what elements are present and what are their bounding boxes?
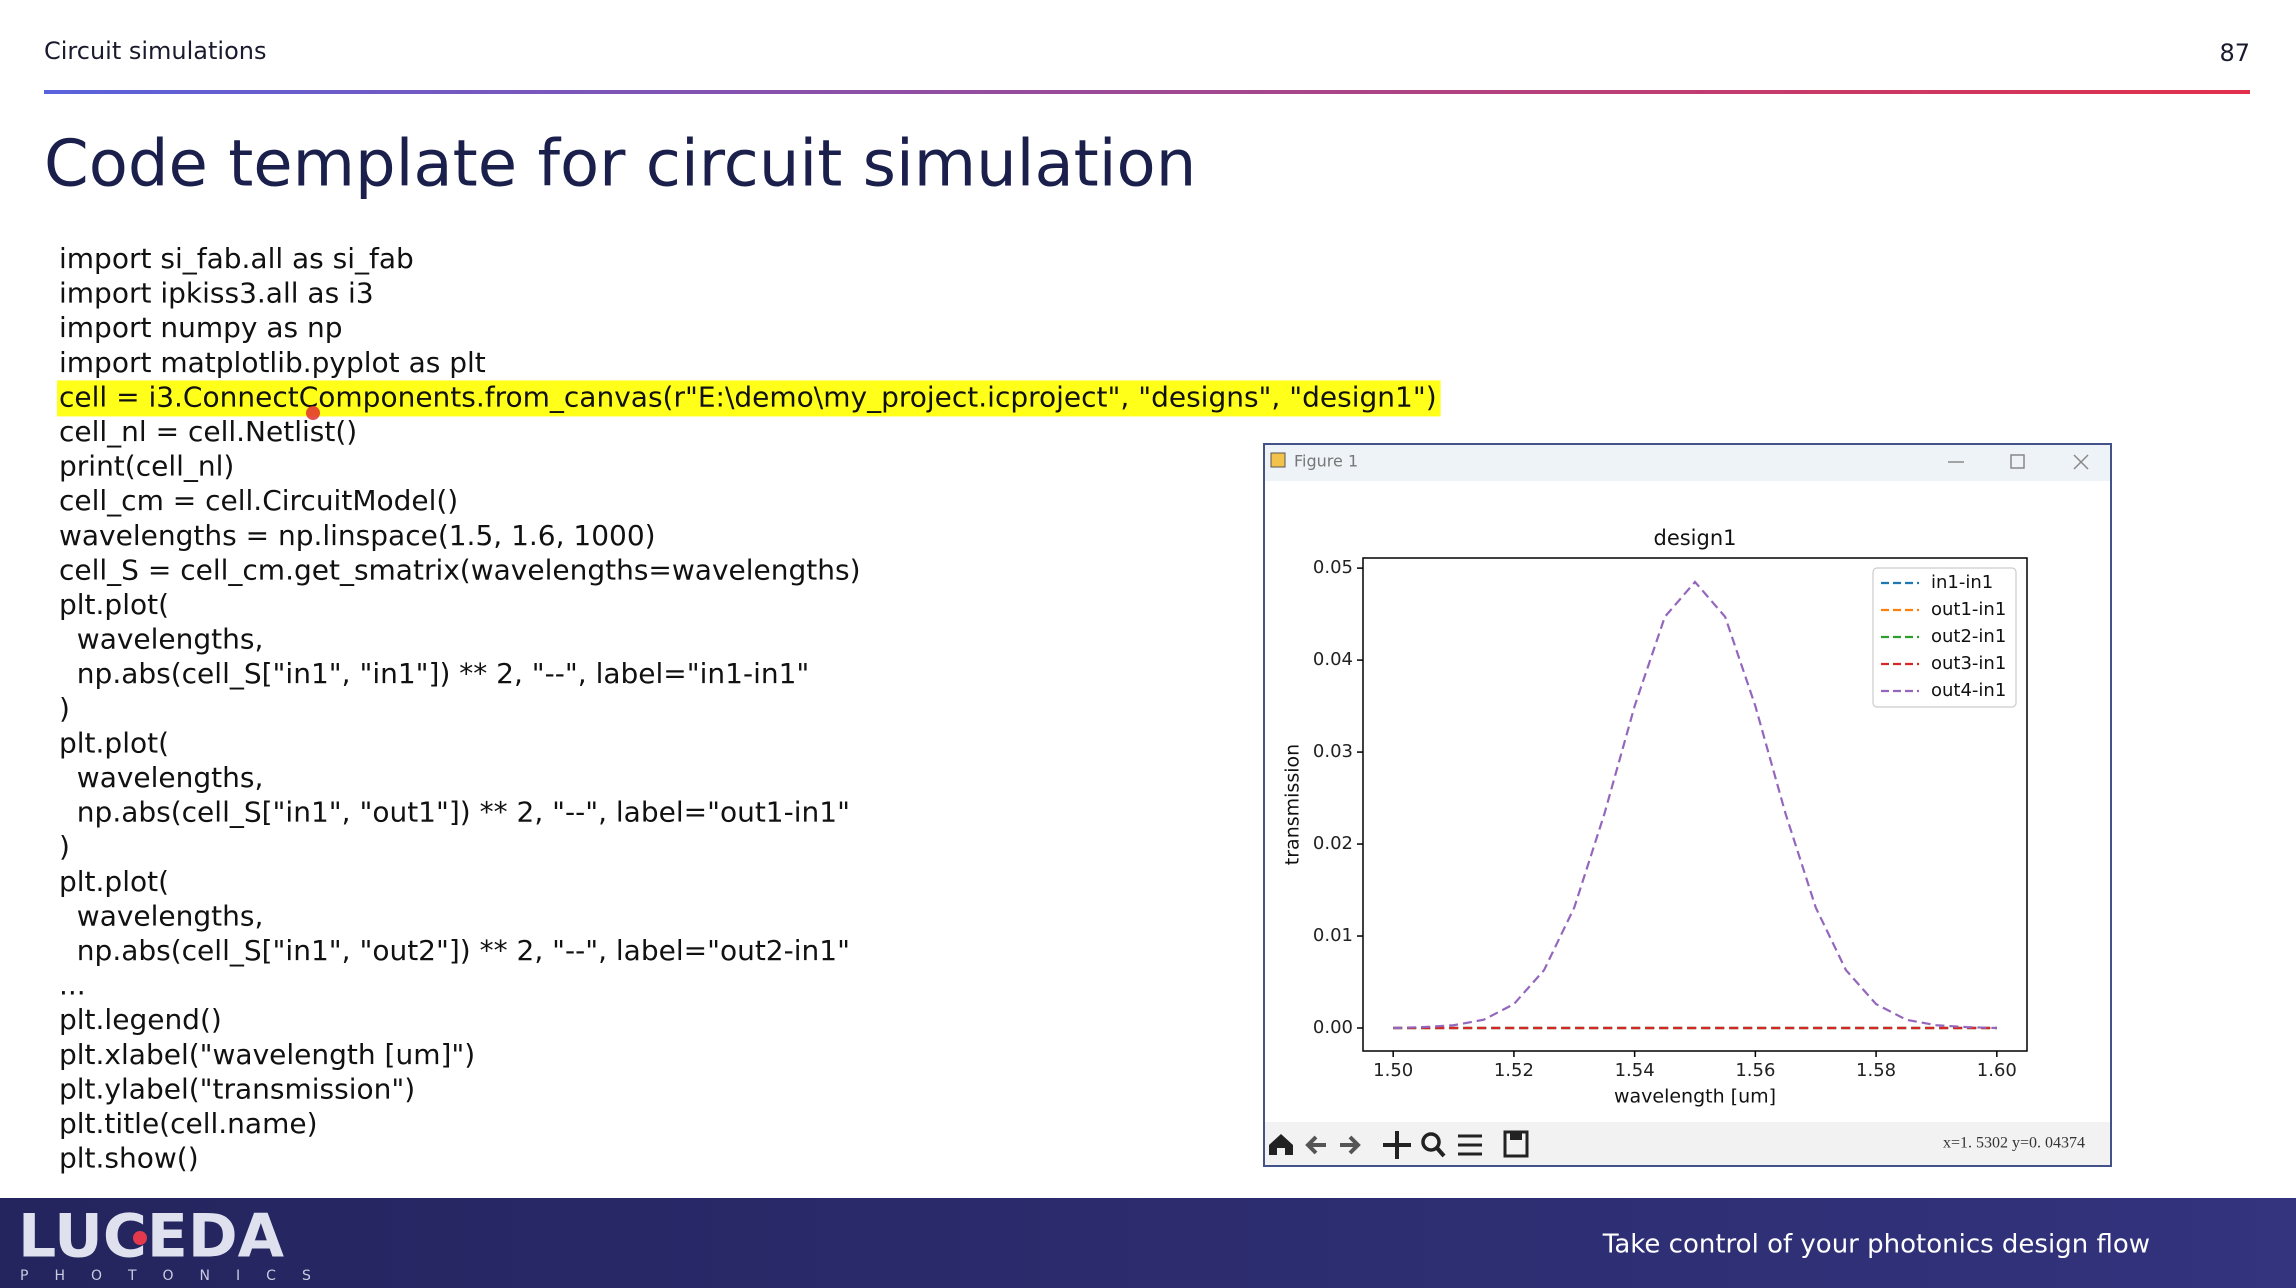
- window-title: Figure 1: [1294, 452, 1358, 471]
- legend-label: out4-in1: [1931, 680, 2006, 701]
- logo: LUCEDA: [18, 1202, 285, 1272]
- y-tick-label: 0.05: [1313, 557, 1353, 578]
- home-button[interactable]: [1269, 1134, 1293, 1155]
- highlight: [57, 380, 1441, 417]
- x-axis-label: wavelength [um]: [1614, 1086, 1776, 1108]
- code-line: cell_cm = cell.CircuitModel(): [59, 484, 458, 517]
- x-tick-label: 1.54: [1615, 1060, 1655, 1081]
- x-tick-label: 1.52: [1494, 1060, 1534, 1081]
- legend-label: out1-in1: [1931, 599, 2006, 620]
- x-tick-label: 1.50: [1373, 1060, 1413, 1081]
- code-line: plt.legend(): [59, 1003, 222, 1036]
- tagline: Take control of your photonics design fl…: [1602, 1230, 2150, 1260]
- configure-button[interactable]: [1458, 1134, 1482, 1156]
- section-title: Circuit simulations: [44, 37, 267, 65]
- code-line: plt.plot(: [59, 865, 169, 898]
- code-line: plt.plot(: [59, 588, 169, 621]
- code-line: import numpy as np: [59, 311, 343, 344]
- y-axis-label: transmission: [1282, 744, 1304, 865]
- code-line: cell = i3.ConnectComponents.from_canvas(…: [59, 380, 1437, 413]
- chart-title: design1: [1653, 526, 1736, 550]
- code-line: plt.plot(: [59, 726, 169, 759]
- page-number: 87: [2219, 39, 2250, 67]
- y-tick-label: 0.02: [1313, 833, 1353, 854]
- title-bar: [1265, 445, 2110, 481]
- save-button[interactable]: [1503, 1130, 1529, 1158]
- legend-label: in1-in1: [1931, 572, 1993, 593]
- code-line: import matplotlib.pyplot as plt: [59, 346, 486, 379]
- figure-window: Figure 1 x=1. 5302 y=0. 04374 design1 wav…: [1263, 443, 2112, 1167]
- x-tick-label: 1.56: [1735, 1060, 1775, 1081]
- series-line: [1393, 580, 1997, 1030]
- legend-label: out3-in1: [1931, 653, 2006, 674]
- y-tick-label: 0.01: [1313, 925, 1353, 946]
- code-line: ): [59, 692, 70, 725]
- code-line: plt.title(cell.name): [59, 1107, 318, 1140]
- code-line: plt.ylabel("transmission"): [59, 1072, 415, 1105]
- maximize-button[interactable]: [2010, 454, 2025, 469]
- x-tick-label: 1.60: [1977, 1060, 2017, 1081]
- legend-box: [1872, 567, 2017, 708]
- forward-button[interactable]: [1340, 1135, 1361, 1155]
- status-text: x=1. 5302 y=0. 04374: [1943, 1135, 2085, 1152]
- app-icon: [1270, 452, 1286, 468]
- code-line: np.abs(cell_S["in1", "out1"]) ** 2, "--"…: [59, 796, 850, 829]
- code-line: cell_nl = cell.Netlist(): [59, 415, 357, 448]
- code-line: wavelengths = np.linspace(1.5, 1.6, 1000…: [59, 519, 656, 552]
- logo-dot: [133, 1231, 147, 1245]
- code-line: cell_S = cell_cm.get_smatrix(wavelengths…: [59, 553, 861, 586]
- code-line: import si_fab.all as si_fab: [59, 242, 414, 275]
- code-line: np.abs(cell_S["in1", "in1"]) ** 2, "--",…: [59, 657, 809, 690]
- y-tick-label: 0.03: [1313, 741, 1353, 762]
- back-button[interactable]: [1305, 1135, 1326, 1155]
- x-tick-label: 1.58: [1856, 1060, 1896, 1081]
- header-rule: [44, 90, 2250, 94]
- code-line: print(cell_nl): [59, 450, 234, 483]
- code-line: wavelengths,: [59, 899, 263, 932]
- code-line: wavelengths,: [59, 761, 263, 794]
- zoom-button[interactable]: [1421, 1132, 1446, 1158]
- code-line: wavelengths,: [59, 623, 263, 656]
- code-line: plt.xlabel("wavelength [um]"): [59, 1038, 475, 1071]
- code-line: ): [59, 830, 70, 863]
- y-tick-label: 0.04: [1313, 649, 1353, 670]
- logo-subtitle: PHOTONICS: [20, 1268, 337, 1284]
- close-button[interactable]: [2073, 454, 2089, 470]
- code-line: plt.show(): [59, 1142, 199, 1175]
- y-tick-label: 0.00: [1313, 1017, 1353, 1038]
- cursor: [306, 406, 320, 420]
- slide-title: Code template for circuit simulation: [44, 128, 1196, 202]
- legend-label: out2-in1: [1931, 626, 2006, 647]
- code-line: ...: [59, 969, 86, 1002]
- code-line: np.abs(cell_S["in1", "out2"]) ** 2, "--"…: [59, 934, 850, 967]
- footer-band: [0, 1198, 2296, 1288]
- code-line: import ipkiss3.all as i3: [59, 277, 374, 310]
- pan-button[interactable]: [1383, 1131, 1411, 1159]
